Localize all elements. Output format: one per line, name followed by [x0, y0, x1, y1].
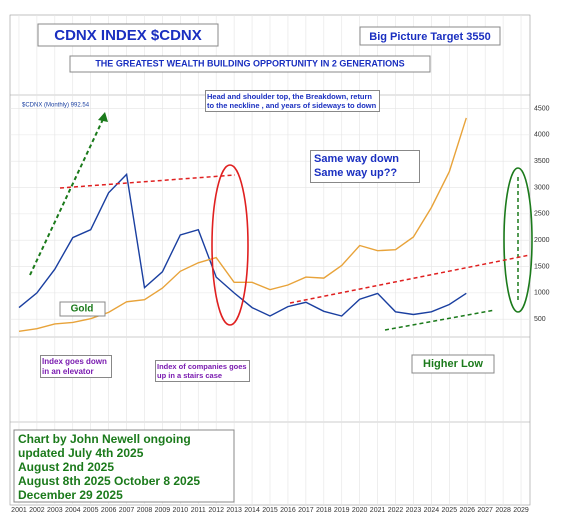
annotation-box: Head and shoulder top, the Breakdown, re… [205, 90, 380, 112]
x-tick-label: 2011 [191, 507, 206, 514]
neckline [59, 174, 236, 189]
chart-subtitle: THE GREATEST WEALTH BUILDING OPPORTUNITY… [95, 58, 404, 68]
ellipse [211, 164, 249, 326]
x-tick-label: 2005 [83, 507, 99, 514]
x-tick-label: 2009 [155, 507, 171, 514]
x-tick-label: 2010 [173, 507, 189, 514]
annotation-box: Index of companies goes up in a stairs c… [155, 360, 250, 382]
annotation-box: Same way down Same way up?? [310, 150, 420, 183]
x-tick-label: 2007 [119, 507, 135, 514]
annotation-box [411, 354, 495, 374]
annotation: Higher Low [423, 358, 483, 370]
note-line: August 8th 2025 October 8 2025 [18, 474, 200, 488]
annotation: Same way down Same way up?? [310, 150, 420, 183]
x-tick-label: 2008 [137, 507, 153, 514]
x-tick-label: 2006 [101, 507, 117, 514]
x-tick-label: 2026 [459, 507, 475, 514]
y-tick-label: 2500 [534, 211, 550, 218]
arrow-head [98, 112, 108, 122]
y-tick-label: 500 [534, 316, 546, 323]
x-tick-label: 2012 [208, 507, 224, 514]
note-line: August 2nd 2025 [18, 460, 114, 474]
x-tick-label: 2021 [370, 507, 386, 514]
title-box [37, 23, 219, 47]
x-tick-label: 2016 [280, 507, 296, 514]
x-tick-label: 2003 [47, 507, 63, 514]
y-tick-label: 4500 [534, 105, 550, 112]
x-tick-label: 2002 [29, 507, 45, 514]
gold-box [59, 301, 106, 317]
y-tick-label: 4000 [534, 132, 550, 139]
legend-label: $CDNX (Monthly) 992.54 [22, 103, 90, 109]
x-tick-label: 2024 [424, 507, 440, 514]
annotation-box: Index goes down in an elevator [40, 355, 112, 379]
target-box [359, 26, 501, 46]
trend-arrow [29, 114, 106, 276]
legend-label: Gold [71, 304, 94, 315]
x-tick-label: 2029 [513, 507, 529, 514]
x-tick-label: 2020 [352, 507, 368, 514]
x-tick-label: 2001 [11, 507, 27, 514]
chart-title: CDNX INDEX $CDNX [54, 27, 202, 44]
x-tick-label: 2018 [316, 507, 332, 514]
x-tick-label: 2027 [477, 507, 493, 514]
note-line: December 29 2025 [18, 488, 123, 502]
ellipse [503, 167, 533, 313]
y-tick-label: 1000 [534, 290, 550, 297]
series-line [18, 117, 467, 332]
note-line: Chart by John Newell ongoing [18, 432, 191, 446]
x-tick-label: 2013 [226, 507, 242, 514]
x-tick-label: 2028 [495, 507, 511, 514]
y-tick-label: 1500 [534, 263, 550, 270]
trendline [289, 254, 531, 304]
x-tick-label: 2022 [388, 507, 404, 514]
annotation: Index of companies goes up in a stairs c… [155, 360, 250, 382]
y-tick-label: 3000 [534, 184, 550, 191]
annotation: Head and shoulder top, the Breakdown, re… [205, 90, 380, 112]
note-line: updated July 4th 2025 [18, 446, 144, 460]
annotation: Big Picture Target 3550 [369, 31, 490, 43]
x-tick-label: 2017 [298, 507, 314, 514]
x-tick-label: 2004 [65, 507, 81, 514]
x-tick-label: 2015 [262, 507, 278, 514]
trendline [384, 309, 496, 331]
y-tick-label: 3500 [534, 158, 550, 165]
annotation: Index goes down in an elevator [40, 355, 112, 379]
x-tick-label: 2014 [244, 507, 260, 514]
x-tick-label: 2025 [442, 507, 458, 514]
y-tick-label: 2000 [534, 237, 550, 244]
x-tick-label: 2019 [334, 507, 350, 514]
subtitle-box [69, 55, 431, 73]
x-tick-label: 2023 [406, 507, 422, 514]
note-box [13, 429, 235, 503]
